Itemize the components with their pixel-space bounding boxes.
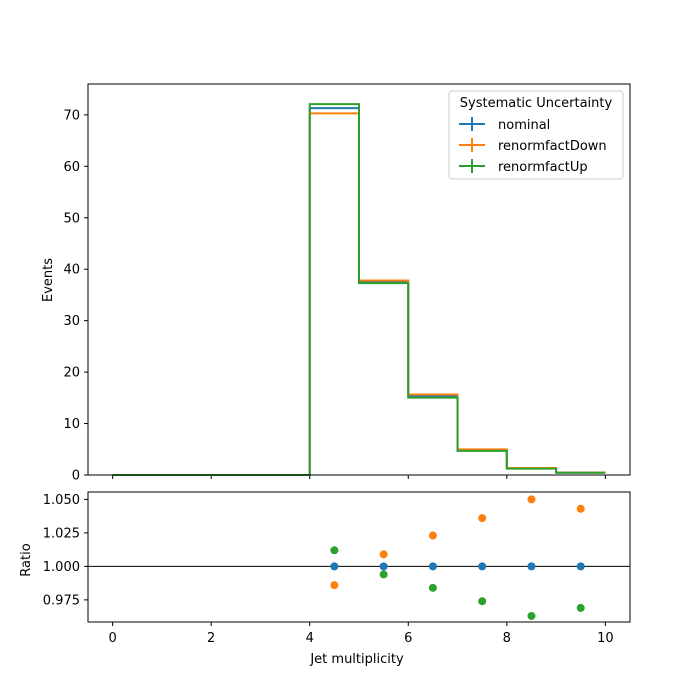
ratio-y-tick-labels: 0.975 1.000 1.025 1.050 (43, 493, 80, 609)
ratio-y-tick-label: 1.050 (43, 493, 80, 508)
ratio-y-tick-label: 0.975 (43, 593, 80, 608)
legend-items: nominal renormfactDown renormfactUp (459, 117, 607, 175)
ratio-point-renormfactUp (379, 570, 388, 579)
x-tick-label: 8 (503, 631, 511, 646)
main-panel: 0 10 20 30 40 50 60 70 Events Systematic Uncert… (41, 83, 631, 484)
ratio-point-renormfactDown (428, 531, 437, 540)
legend-label-renormfactUp: renormfactUp (498, 160, 588, 175)
ratio-point-nominal (330, 562, 339, 571)
x-tick-label: 10 (597, 631, 614, 646)
ratio-point-nominal (576, 562, 585, 571)
x-tick-label: 0 (108, 631, 116, 646)
ratio-points-group (330, 495, 585, 620)
legend: Systematic Uncertainty nominal renormfact… (448, 90, 624, 180)
main-y-axis-label: Events (41, 258, 56, 302)
ratio-point-renormfactDown (379, 550, 388, 559)
ratio-point-renormfactDown (478, 514, 487, 523)
ratio-point-nominal (478, 562, 487, 571)
legend-label-renormfactDown: renormfactDown (498, 139, 607, 154)
legend-box (448, 90, 624, 180)
ratio-y-tick-label: 1.000 (43, 560, 80, 575)
x-axis-label: Jet multiplicity (309, 652, 404, 667)
main-y-tick-label: 60 (63, 160, 80, 175)
ratio-point-nominal (379, 562, 388, 571)
main-axes-frame (87, 83, 631, 476)
ratio-point-renormfactUp (478, 597, 487, 606)
ratio-point-renormfactUp (428, 583, 437, 592)
ratio-panel: 0.975 1.000 1.025 1.050 0 2 4 6 8 10 Ratio Jet m… (19, 491, 631, 667)
x-tick-label: 6 (404, 631, 412, 646)
ratio-point-renormfactDown (330, 581, 339, 590)
ratio-point-renormfactDown (527, 495, 536, 504)
ratio-point-nominal (527, 562, 536, 571)
ratio-point-renormfactUp (576, 603, 585, 612)
main-y-tick-label: 30 (63, 314, 80, 329)
main-y-tick-label: 50 (63, 211, 80, 226)
ratio-tick-marks (84, 498, 606, 626)
ratio-y-axis-label: Ratio (19, 543, 34, 576)
ratio-point-nominal (428, 562, 437, 571)
x-tick-label: 2 (207, 631, 215, 646)
legend-title: Systematic Uncertainty (460, 96, 613, 111)
x-tick-label: 4 (306, 631, 314, 646)
main-y-tick-label: 20 (63, 366, 80, 381)
legend-label-nominal: nominal (498, 118, 550, 133)
main-y-tick-label: 40 (63, 263, 80, 278)
main-y-tick-label: 70 (63, 108, 80, 123)
main-y-tick-labels: 0 10 20 30 40 50 60 70 (63, 108, 80, 483)
ratio-point-renormfactUp (330, 546, 339, 555)
ratio-point-renormfactUp (527, 611, 536, 620)
main-y-tick-label: 0 (72, 469, 80, 484)
ratio-y-tick-label: 1.025 (43, 526, 80, 541)
main-y-tick-label: 10 (63, 417, 80, 432)
ratio-axes-frame (87, 491, 631, 623)
ratio-x-tick-labels: 0 2 4 6 8 10 (108, 631, 613, 646)
ratio-point-renormfactDown (576, 504, 585, 513)
